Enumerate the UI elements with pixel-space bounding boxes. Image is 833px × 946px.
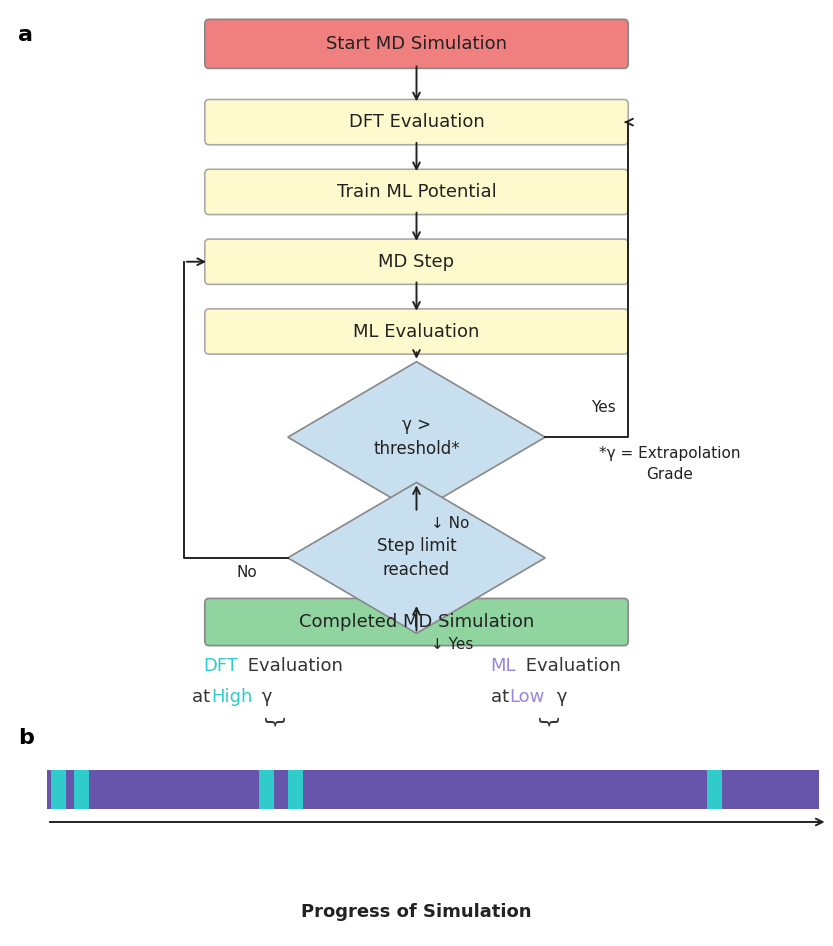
Text: at: at bbox=[192, 689, 217, 707]
Text: Evaluation: Evaluation bbox=[521, 657, 621, 675]
Text: Train ML Potential: Train ML Potential bbox=[337, 183, 496, 201]
FancyBboxPatch shape bbox=[205, 169, 628, 215]
Bar bbox=[707, 770, 722, 809]
Text: MD Step: MD Step bbox=[378, 253, 455, 271]
Text: b: b bbox=[18, 727, 34, 747]
Bar bbox=[74, 770, 89, 809]
Polygon shape bbox=[288, 361, 545, 513]
Text: Yes: Yes bbox=[591, 399, 616, 414]
FancyBboxPatch shape bbox=[205, 599, 628, 645]
Bar bbox=[51, 770, 66, 809]
FancyBboxPatch shape bbox=[205, 99, 628, 145]
Bar bbox=[47, 770, 819, 809]
Text: DFT: DFT bbox=[203, 657, 238, 675]
Polygon shape bbox=[288, 482, 545, 634]
Text: γ >
threshold*: γ > threshold* bbox=[373, 416, 460, 458]
Text: γ: γ bbox=[257, 689, 272, 707]
Text: High: High bbox=[212, 689, 252, 707]
Text: ↓ Yes: ↓ Yes bbox=[431, 637, 474, 652]
Text: }: } bbox=[262, 716, 282, 730]
Text: Evaluation: Evaluation bbox=[242, 657, 343, 675]
Bar bbox=[259, 770, 274, 809]
Bar bbox=[288, 770, 302, 809]
FancyBboxPatch shape bbox=[205, 309, 628, 354]
Text: No: No bbox=[237, 566, 257, 581]
Text: *γ = Extrapolation
Grade: *γ = Extrapolation Grade bbox=[599, 446, 741, 482]
Text: }: } bbox=[535, 716, 555, 730]
FancyBboxPatch shape bbox=[205, 19, 628, 68]
FancyBboxPatch shape bbox=[205, 239, 628, 285]
Text: ML Evaluation: ML Evaluation bbox=[353, 323, 480, 341]
Text: DFT Evaluation: DFT Evaluation bbox=[349, 114, 484, 131]
Text: a: a bbox=[18, 25, 33, 45]
Text: Progress of Simulation: Progress of Simulation bbox=[302, 902, 531, 920]
Text: ↓ No: ↓ No bbox=[431, 517, 470, 532]
Text: ML: ML bbox=[491, 657, 516, 675]
Text: γ: γ bbox=[551, 689, 567, 707]
Text: Start MD Simulation: Start MD Simulation bbox=[326, 35, 507, 53]
Text: at: at bbox=[491, 689, 515, 707]
Text: Low: Low bbox=[510, 689, 545, 707]
Text: Step limit
reached: Step limit reached bbox=[377, 537, 456, 579]
Text: Completed MD Simulation: Completed MD Simulation bbox=[299, 613, 534, 631]
